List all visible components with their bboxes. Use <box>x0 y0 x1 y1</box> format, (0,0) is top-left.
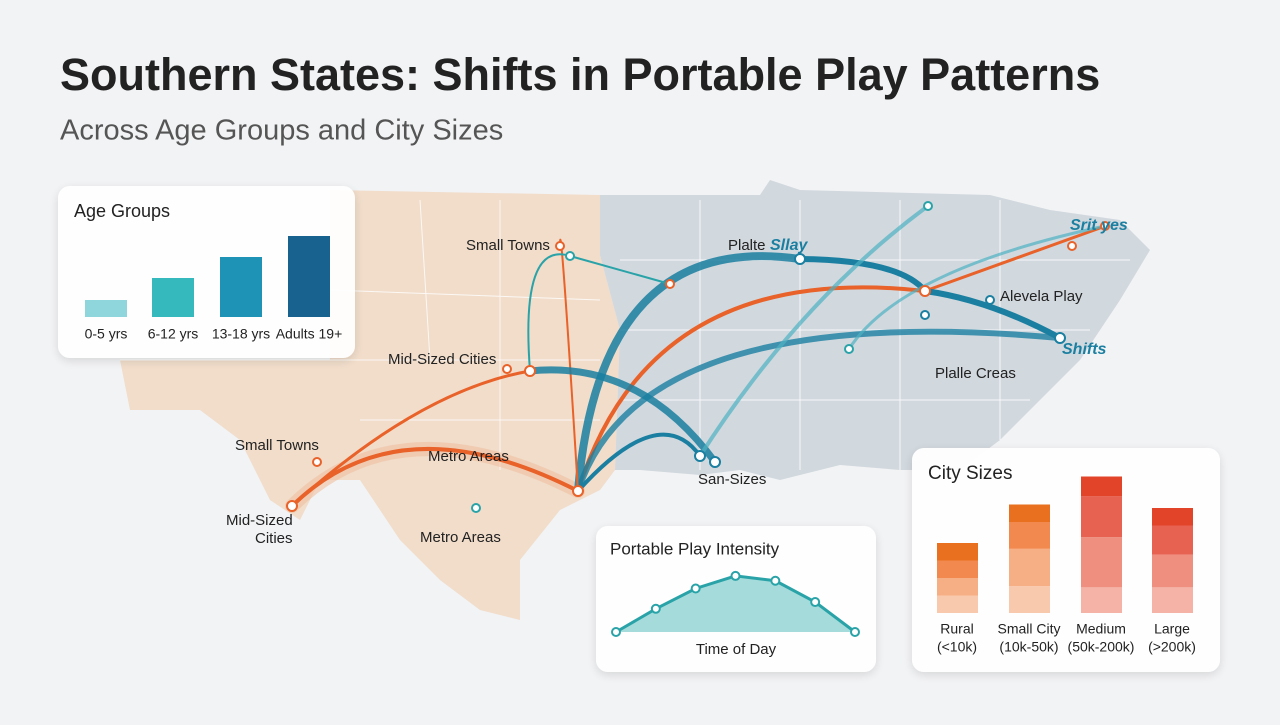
map-label: Plalle Creas <box>935 365 1016 382</box>
x-tick-label: Small City <box>997 621 1060 637</box>
map-west <box>120 190 620 620</box>
point <box>611 627 621 637</box>
map-label: Sllay <box>770 237 808 254</box>
map-label: Cities <box>255 530 293 547</box>
bar-segment <box>1081 496 1122 538</box>
map-label: Srit yes <box>1070 217 1128 234</box>
title: Southern States: Shifts in Portable Play… <box>60 49 1100 100</box>
point <box>650 603 661 614</box>
map <box>120 180 1150 620</box>
x-tick-label: Large <box>1154 621 1190 637</box>
map-label: Small Towns <box>235 437 319 454</box>
map-label: Alevela Play <box>1000 288 1083 305</box>
map-label: San-Sizes <box>698 471 766 488</box>
x-tick-label: Rural <box>940 621 973 637</box>
bar-segment <box>1009 522 1050 549</box>
bar-segment <box>1009 586 1050 613</box>
x-tick-label: (50k-200k) <box>1068 639 1135 655</box>
city-panel <box>912 448 1220 672</box>
bar <box>220 257 262 317</box>
x-tick-label: 0-5 yrs <box>85 326 128 342</box>
bar-segment <box>1152 525 1193 555</box>
x-tick-label: Medium <box>1076 621 1126 637</box>
bar <box>85 300 127 317</box>
map-label: Metro Areas <box>420 529 501 546</box>
bar <box>288 236 330 317</box>
x-tick-label: (>200k) <box>1148 639 1196 655</box>
map-label: Plalte <box>728 237 766 254</box>
bar-segment <box>1009 504 1050 522</box>
bar-segment <box>1081 537 1122 588</box>
bar <box>152 278 194 317</box>
x-tick-label: 13-18 yrs <box>212 326 270 342</box>
bar-segment <box>1152 587 1193 613</box>
bar-segment <box>937 543 978 561</box>
bar-segment <box>1081 587 1122 613</box>
point <box>690 583 701 594</box>
bar-segment <box>1009 548 1050 587</box>
x-tick-label: (10k-50k) <box>999 639 1058 655</box>
map-label: Shifts <box>1062 341 1107 358</box>
bar-segment <box>937 578 978 596</box>
x-tick-label: (<10k) <box>937 639 977 655</box>
chart-title: Age Groups <box>74 201 170 221</box>
map-label: Small Towns <box>466 237 550 254</box>
point <box>850 627 860 637</box>
chart-title: City Sizes <box>928 463 1012 484</box>
point <box>770 575 781 586</box>
bar-segment <box>937 560 978 578</box>
map-label: Metro Areas <box>428 448 509 465</box>
x-axis-label: Time of Day <box>696 641 777 658</box>
map-label: Mid-Sized Cities <box>388 351 496 368</box>
x-tick-label: Adults 19+ <box>276 326 343 342</box>
bar-segment <box>1152 508 1193 526</box>
subtitle: Across Age Groups and City Sizes <box>60 115 503 147</box>
age-panel <box>58 186 355 358</box>
area <box>616 575 855 632</box>
bar-segment <box>937 595 978 613</box>
point <box>810 597 821 608</box>
bar-segment <box>1081 476 1122 497</box>
chart-title: Portable Play Intensity <box>610 539 780 558</box>
point <box>730 570 741 581</box>
map-label: Mid-Sized <box>226 512 293 529</box>
x-tick-label: 6-12 yrs <box>148 326 199 342</box>
bar-segment <box>1152 554 1193 588</box>
